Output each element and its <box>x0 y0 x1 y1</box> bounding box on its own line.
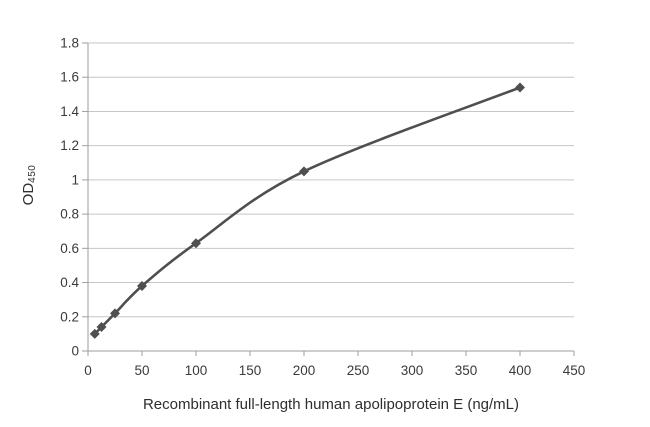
data-point-marker <box>110 308 120 319</box>
data-point-marker <box>96 322 107 333</box>
data-point-marker <box>137 280 147 291</box>
x-tick-label: 200 <box>293 363 316 378</box>
y-tick-label: 1.8 <box>60 36 79 51</box>
x-tick-label: 100 <box>185 363 208 378</box>
x-tick-label: 250 <box>347 363 370 378</box>
y-tick-label: 0.2 <box>60 309 79 324</box>
series-line <box>93 86 522 336</box>
y-tick-label: 1 <box>71 172 79 187</box>
x-tick-label: 0 <box>84 363 92 378</box>
y-tick-label: 0 <box>71 344 79 359</box>
data-point-marker <box>515 82 525 93</box>
y-tick-label: 1.4 <box>60 104 79 119</box>
x-tick-label: 400 <box>509 363 532 378</box>
data-point-marker <box>89 328 100 339</box>
y-tick-label: 1.6 <box>60 70 79 85</box>
y-tick-label: 1.2 <box>60 138 79 153</box>
x-tick-label: 450 <box>563 363 586 378</box>
y-tick-label: 0.8 <box>60 207 79 222</box>
x-tick-label: 50 <box>134 363 149 378</box>
x-tick-label: 300 <box>401 363 424 378</box>
y-tick-label: 0.6 <box>60 241 79 256</box>
y-axis-title: OD450 <box>20 165 38 206</box>
y-axis-title-text: OD <box>20 182 37 206</box>
x-tick-label: 150 <box>239 363 262 378</box>
y-axis-title-subscript: 450 <box>27 164 38 183</box>
data-point-marker <box>191 238 201 249</box>
x-axis-title: Recombinant full-length human apolipopro… <box>142 396 520 413</box>
x-tick-label: 350 <box>455 363 478 378</box>
data-point-marker <box>299 166 309 177</box>
y-tick-label: 0.4 <box>60 275 79 290</box>
